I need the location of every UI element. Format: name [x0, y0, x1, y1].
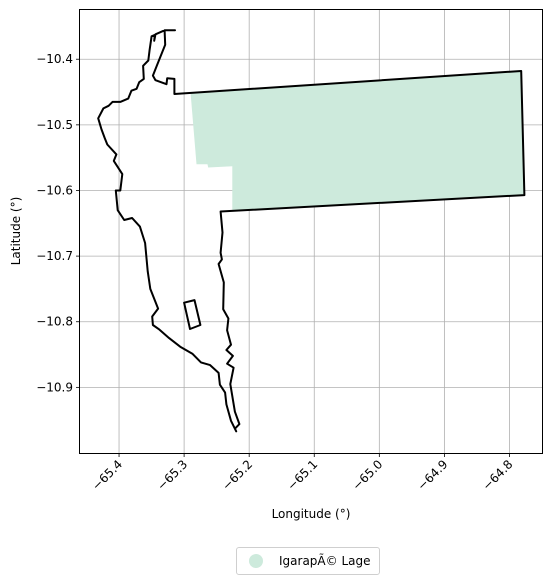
inner-boundary-outline — [183, 299, 202, 330]
y-tick-label: −10.6 — [36, 183, 73, 197]
y-tick-label: −10.7 — [36, 249, 73, 263]
x-tick-label: −65.0 — [350, 457, 386, 493]
x-tick-label: −65.2 — [219, 457, 255, 493]
legend-label-igarape-lage: IgarapÃ© Lage — [279, 554, 371, 568]
x-tick-label: −64.9 — [415, 457, 451, 493]
y-tick-label: −10.9 — [36, 380, 73, 394]
legend-swatch-igarape-lage — [249, 554, 263, 568]
x-tick-label: −64.8 — [480, 457, 516, 493]
x-tick-label: −65.1 — [284, 457, 320, 493]
y-axis-title: Latitude (°) — [9, 197, 23, 266]
y-tick-label: −10.4 — [36, 52, 73, 66]
legend: IgarapÃ© Lage — [236, 547, 381, 575]
y-tick-label: −10.8 — [36, 315, 73, 329]
x-tick-label: −65.3 — [154, 457, 190, 493]
y-tick-label: −10.5 — [36, 118, 73, 132]
area-igarap-lage — [190, 71, 525, 211]
map-layers — [97, 29, 526, 433]
boundary-outline — [97, 29, 526, 433]
axes-frame — [79, 9, 543, 454]
x-axis-title: Longitude (°) — [272, 507, 351, 521]
x-tick-label: −65.4 — [89, 457, 125, 493]
